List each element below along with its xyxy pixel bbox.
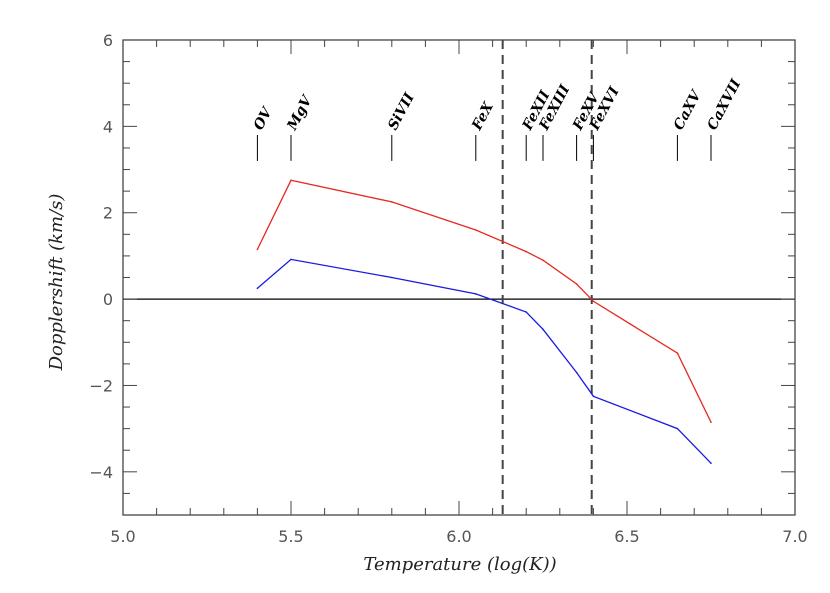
ion-label: MgV [284,92,317,134]
series-point-2 [256,287,259,290]
ion-label: OV [251,103,277,133]
y-tick-label: 4 [103,117,113,136]
series-point-1 [256,248,259,251]
series-point-2 [710,462,712,464]
x-tick-label: 7.0 [782,527,807,546]
ion-label: CaXVII [704,76,744,133]
series-point-1 [710,421,712,423]
series-point-2 [475,293,477,295]
x-tick-label: 6.5 [614,527,639,546]
x-tick-label: 6.0 [446,527,471,546]
series-point-1 [290,179,292,182]
series-point-2 [676,427,679,430]
series-line-1 [256,179,712,423]
series-group [256,179,712,464]
x-tick-label: 5.0 [110,527,135,546]
series-point-1 [592,300,595,303]
ion-label: CaXV [671,86,706,132]
series-point-2 [391,276,393,279]
ion-label: FeX [469,99,498,134]
series-point-1 [475,229,477,231]
y-tick-label: 0 [103,290,113,309]
series-point-2 [575,371,578,374]
series-point-2 [592,395,595,398]
x-axis-title: Temperature (log(K)) [363,554,556,575]
y-tick-label: −2 [89,376,113,395]
series-point-2 [542,328,544,331]
series-line-2 [256,258,712,464]
y-axis-title: Dopplershift (km/s) [46,194,67,372]
x-tick-label: 5.5 [278,527,303,546]
y-tick-label: 6 [103,31,113,50]
series-point-1 [676,352,679,354]
series-point-2 [290,258,292,261]
axis-ticks: 5.0 5.5 6.0 6.5 7.0 −4 −2 0 2 4 6 [89,31,807,546]
series-point-1 [542,259,544,262]
series-point-1 [525,250,527,253]
y-tick-label: −4 [89,463,113,482]
reference-lines [123,40,795,515]
y-tick-label: 2 [103,204,113,223]
series-point-1 [575,283,578,285]
ion-label: SiVII [385,90,418,133]
series-point-1 [391,201,393,203]
series-point-2 [525,311,527,313]
